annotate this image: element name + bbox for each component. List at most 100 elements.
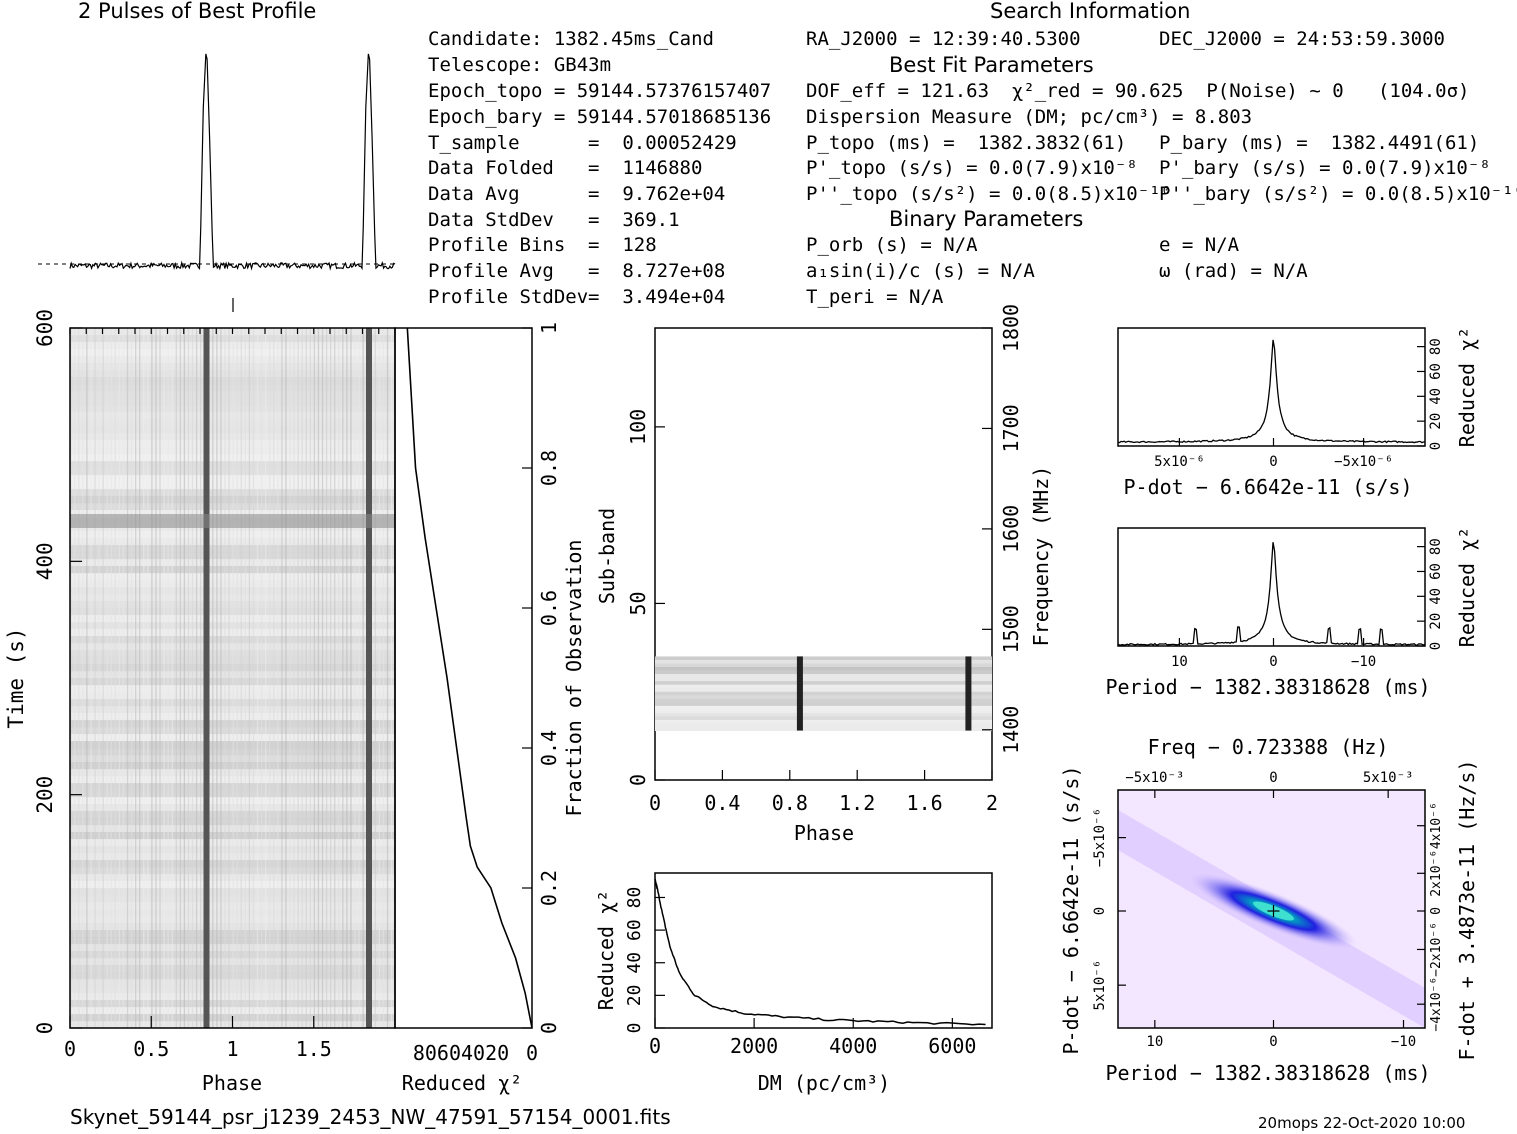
timephase-col (338, 328, 340, 1028)
timephase-col (334, 328, 336, 1028)
timephase-col (191, 328, 194, 1028)
epoch-bary-label: Epoch_bary (428, 106, 543, 128)
g-period-x-label-0: 10 (1171, 654, 1188, 670)
y-tick-label-0: 0 (33, 1022, 57, 1035)
chi-x-tick-label-0: 0 (526, 1041, 538, 1065)
subband-y-label-100: 100 (626, 409, 650, 445)
dec-value: DEC_J2000 = 24:53:59.3000 (1159, 28, 1445, 50)
timephase-col (130, 328, 133, 1028)
p-orb-value: P_orb (s) = N/A (806, 234, 978, 256)
timephase-col (163, 328, 165, 1028)
frac-tick-label-0: 0 (537, 1022, 561, 1034)
subband-row (655, 670, 992, 675)
freq-label-1600: 1600 (999, 505, 1023, 553)
timephase-col (159, 328, 161, 1028)
frac-tick-label-0.4: 0.4 (537, 730, 561, 766)
data-avg-label: Data Avg (428, 183, 520, 205)
dm-y-label-60: 60 (624, 919, 645, 941)
freq-label-1500: 1500 (999, 605, 1023, 653)
timephase-col (183, 328, 186, 1028)
a1-value: a₁sin(i)/c (s) = N/A (806, 260, 1035, 282)
timephase-col (273, 328, 275, 1028)
t-sample-value: = 0.00052429 (588, 132, 737, 154)
data-avg-value: = 9.762e+04 (588, 183, 726, 205)
subband-row (655, 684, 992, 689)
search-info-title: Search Information (990, 0, 1191, 23)
profile-avg-label: Profile Avg (428, 260, 554, 282)
g-pdot-x-label-1: 0 (1269, 454, 1277, 470)
timephase-col (82, 328, 84, 1028)
g-pdot-y-label-40: 40 (1428, 388, 1444, 405)
g-period-x-label-2: −10 (1351, 654, 1376, 670)
g-period-y-label-80: 80 (1428, 538, 1444, 555)
pp-frame (1117, 789, 1426, 1029)
timephase-col (151, 328, 153, 1028)
timephase-col (346, 328, 348, 1028)
profile-stddev-value: = 3.494e+04 (588, 286, 726, 308)
subband-row (655, 709, 992, 714)
dm-chi-plot: 0 2000 4000 6000 0 20 40 60 80 DM (pc/cm³) Reduced… (594, 872, 993, 1095)
y-tick-label-200: 200 (33, 776, 57, 814)
timephase-col (390, 328, 393, 1028)
timephase-col (293, 328, 295, 1028)
timephase-col (240, 328, 242, 1028)
frac-tick-label-1: 1 (537, 322, 561, 334)
g-period-frame (1117, 527, 1426, 647)
timephase-col (342, 328, 344, 1028)
dm-frame (654, 872, 993, 1029)
dm-x-label-2000: 2000 (730, 1034, 778, 1058)
time-phase-plot: 0 0.5 1 1.5 0 200 400 600 Phase Time (s) (4, 309, 396, 1095)
timephase-col (309, 328, 311, 1028)
subband-row (655, 667, 992, 672)
subband-pulse-0 (796, 656, 803, 731)
g-pdot-frame (1117, 327, 1426, 447)
timephase-col (325, 328, 328, 1028)
pd-topo-value: P'_topo (s/s) = 0.0(7.9)x10⁻⁸ (806, 157, 1138, 179)
g-pdot-y-label-20: 20 (1428, 413, 1444, 430)
period-pdot-plane: 10 0 −10 −5x10⁻³ 0 5x10⁻³ −5x10⁻⁶ 0 5x10⁻⁶ 4x10⁻⁶… (1059, 735, 1479, 1085)
subband-row (655, 702, 992, 707)
p-bary-value: P_bary (ms) = 1382.4491(61) (1159, 132, 1480, 154)
timephase-col (313, 328, 316, 1028)
chi-frame (394, 327, 533, 1029)
timephase-col (301, 328, 303, 1028)
subband-xlabel: Phase (794, 821, 854, 845)
subband-y-label-0: 0 (626, 774, 650, 786)
timephase-col (135, 328, 137, 1028)
epoch-topo-label: Epoch_topo (428, 80, 543, 102)
dm-curve (654, 878, 986, 1026)
timephase-col (110, 328, 112, 1028)
timephase-ylabel: Time (s) (4, 627, 28, 728)
pulse-track-1 (366, 328, 372, 1028)
subband-x-label-2: 2 (986, 791, 998, 815)
g-pdot-x-label-2: −5x10⁻⁶ (1334, 454, 1393, 470)
subband-row (655, 674, 992, 679)
x-tick-label-1.5: 1.5 (296, 1037, 332, 1061)
pp-top-label-0: −5x10⁻³ (1125, 770, 1184, 786)
epoch-bary-value: = 59144.57018685136 (553, 106, 772, 128)
timephase-col (386, 328, 389, 1028)
dm-x-label-4000: 4000 (829, 1034, 877, 1058)
subband-row (655, 659, 992, 664)
data-folded-label: Data Folded (428, 157, 554, 179)
dm-ylabel: Reduced χ² (594, 890, 618, 1010)
pdot-chi-plot: 0 20 40 60 80 5x10⁻⁶ 0 −5x10⁻⁶ P-dot − 6.6642e-1… (1117, 327, 1479, 499)
dm-x-label-0: 0 (649, 1034, 661, 1058)
pp-y2-label-2: 0 (1429, 907, 1444, 915)
profile-bins-value: = 128 (588, 234, 657, 256)
subband-x-label-1.6: 1.6 (907, 791, 943, 815)
rfi-row (70, 514, 395, 528)
pdd-topo-value: P''_topo (s/s²) = 0.0(8.5)x10⁻¹⁰ (806, 183, 1173, 205)
pp-x-label-0: 10 (1146, 1034, 1163, 1050)
subband-ylabel: Sub-band (595, 508, 619, 604)
y-tick-label-600: 600 (33, 309, 57, 347)
timephase-col (374, 328, 376, 1028)
g-period-x-label-1: 0 (1269, 654, 1277, 670)
dm-x-label-6000: 6000 (928, 1034, 976, 1058)
subband-row (655, 695, 992, 700)
g-pdot-ylabel: Reduced χ² (1455, 327, 1479, 447)
frac-tick-label-0.6: 0.6 (537, 590, 561, 626)
subband-row (655, 716, 992, 721)
timephase-col (305, 328, 307, 1028)
dm-y-label-0: 0 (624, 1023, 645, 1034)
